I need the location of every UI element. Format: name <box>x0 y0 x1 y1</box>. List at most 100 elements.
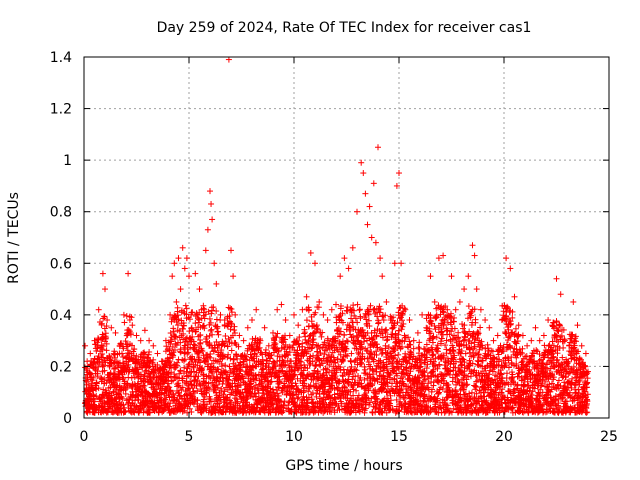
data-point <box>225 304 232 311</box>
data-point <box>353 367 360 374</box>
data-point <box>504 337 511 344</box>
data-point <box>91 409 98 416</box>
data-point <box>475 330 482 337</box>
data-point <box>541 342 548 349</box>
data-point <box>90 391 97 398</box>
data-point <box>100 386 107 393</box>
data-point <box>103 323 110 330</box>
data-point <box>462 350 469 357</box>
data-point <box>100 403 107 410</box>
data-point <box>310 352 317 359</box>
data-point <box>196 319 203 326</box>
data-point <box>93 407 100 414</box>
data-point <box>341 332 348 339</box>
data-point <box>228 305 235 312</box>
data-point <box>182 302 189 309</box>
data-point <box>92 345 99 352</box>
data-point <box>519 358 526 365</box>
data-point <box>85 396 92 403</box>
data-point <box>99 363 106 370</box>
data-point <box>356 307 363 314</box>
data-point <box>99 350 106 357</box>
data-point <box>435 390 442 397</box>
data-point <box>464 381 471 388</box>
data-point <box>104 395 111 402</box>
data-point <box>555 377 562 384</box>
data-point <box>367 302 374 309</box>
data-point <box>448 328 455 335</box>
data-point <box>262 346 269 353</box>
data-point <box>395 351 402 358</box>
data-point <box>121 319 128 326</box>
data-point <box>106 363 113 370</box>
data-point <box>197 381 204 388</box>
data-point <box>103 334 110 341</box>
data-point <box>94 368 101 375</box>
data-point <box>321 351 328 358</box>
data-point <box>382 342 389 349</box>
data-point <box>101 313 108 320</box>
data-point <box>201 315 208 322</box>
data-point <box>197 340 204 347</box>
data-point <box>84 409 91 416</box>
data-point <box>361 338 368 345</box>
data-point <box>175 356 182 363</box>
data-point <box>100 343 107 350</box>
data-point <box>86 370 93 377</box>
data-point <box>96 359 103 366</box>
data-point <box>123 312 130 319</box>
data-point <box>465 303 472 310</box>
data-point <box>299 340 306 347</box>
data-point <box>104 371 111 378</box>
data-point <box>105 385 112 392</box>
data-point <box>515 373 522 380</box>
data-point <box>512 325 519 332</box>
data-point <box>308 345 315 352</box>
data-point <box>87 371 94 378</box>
data-point <box>93 380 100 387</box>
data-point <box>438 328 445 335</box>
data-point <box>150 373 157 380</box>
data-point <box>416 339 423 346</box>
data-point <box>94 373 101 380</box>
data-points <box>82 56 591 416</box>
data-point <box>83 378 90 385</box>
data-point <box>222 332 229 339</box>
data-point <box>88 374 95 381</box>
data-point <box>375 320 382 327</box>
data-point <box>451 325 458 332</box>
data-point <box>354 319 361 326</box>
data-point <box>318 333 325 340</box>
data-point <box>350 302 357 309</box>
data-point <box>468 389 475 396</box>
data-point <box>472 382 479 389</box>
data-point <box>207 327 214 334</box>
data-point <box>84 395 91 402</box>
chart-title: Day 259 of 2024, Rate Of TEC Index for r… <box>157 20 532 36</box>
data-point <box>106 352 113 359</box>
data-point <box>98 342 105 349</box>
data-point <box>192 320 199 327</box>
data-point <box>101 367 108 374</box>
data-point <box>415 344 422 351</box>
data-point <box>230 360 237 367</box>
data-point <box>93 392 100 399</box>
data-point <box>92 386 99 393</box>
data-point <box>90 359 97 366</box>
data-point <box>313 390 320 397</box>
data-point <box>383 327 390 334</box>
data-point <box>222 362 229 369</box>
data-point <box>228 347 235 354</box>
data-point <box>103 340 110 347</box>
data-point <box>100 354 107 361</box>
data-point <box>389 331 396 338</box>
data-point <box>303 317 310 324</box>
data-point <box>120 354 127 361</box>
data-point <box>100 362 107 369</box>
data-point <box>181 356 188 363</box>
data-point <box>210 304 217 311</box>
data-point <box>206 315 213 322</box>
data-point <box>410 345 417 352</box>
data-point <box>213 316 220 323</box>
